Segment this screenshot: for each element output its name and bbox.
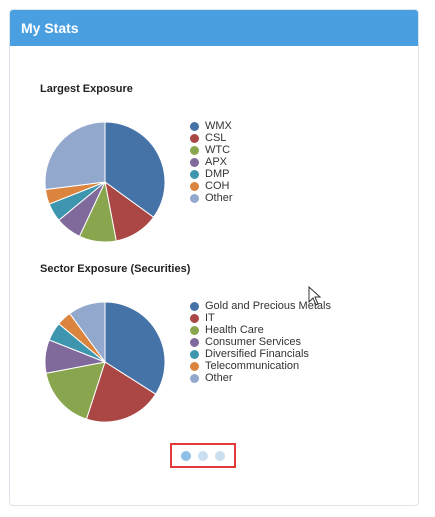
- my-stats-panel: My Stats Largest Exposure WMX CSL WTC APX DM…: [9, 9, 419, 506]
- pager-dot-3[interactable]: [215, 450, 225, 461]
- legend-item[interactable]: Other: [190, 372, 331, 384]
- legend-item[interactable]: APX: [190, 156, 233, 168]
- legend-marker: [190, 157, 199, 167]
- legend-marker: [190, 361, 199, 371]
- legend-marker: [190, 325, 199, 335]
- largest-exposure-legend: WMX CSL WTC APX DMP COH Other: [190, 120, 233, 204]
- pie-slice-other[interactable]: [69, 301, 106, 364]
- legend-item[interactable]: Diversified Financials: [190, 348, 331, 360]
- legend-label: Health Care: [205, 324, 264, 336]
- legend-marker: [190, 145, 199, 155]
- legend-label: DMP: [205, 168, 230, 180]
- legend-marker: [190, 193, 199, 203]
- sector-exposure-legend: Gold and Precious Metals IT Health Care Con…: [190, 300, 331, 384]
- legend-marker: [190, 373, 199, 383]
- sector-exposure-pie-chart: [44, 301, 166, 423]
- legend-label: Other: [205, 372, 233, 384]
- legend-item[interactable]: CSL: [190, 132, 233, 144]
- pager-dot-1[interactable]: [181, 450, 191, 461]
- largest-exposure-pie-chart: [44, 121, 166, 243]
- legend-label: APX: [205, 156, 228, 168]
- legend-item[interactable]: Health Care: [190, 324, 331, 336]
- legend-label: WTC: [205, 144, 231, 156]
- legend-marker: [190, 301, 199, 311]
- legend-item[interactable]: Consumer Services: [190, 336, 331, 348]
- legend-label: Telecommunication: [205, 360, 300, 372]
- panel-title: My Stats: [21, 20, 79, 36]
- panel-header: My Stats: [10, 10, 418, 46]
- legend-marker: [190, 349, 199, 359]
- legend-label: Consumer Services: [205, 336, 301, 348]
- legend-marker: [190, 337, 199, 347]
- legend-item[interactable]: IT: [190, 312, 331, 324]
- chart-title-sector-exposure: Sector Exposure (Securities): [40, 263, 191, 275]
- pie-slice-health-care[interactable]: [45, 361, 106, 420]
- legend-label: CSL: [205, 132, 227, 144]
- legend-label: Other: [205, 192, 233, 204]
- legend-marker: [190, 169, 199, 179]
- legend-label: COH: [205, 180, 230, 192]
- legend-item[interactable]: Other: [190, 192, 233, 204]
- legend-label: WMX: [205, 120, 232, 132]
- legend-marker: [190, 133, 199, 143]
- legend-item[interactable]: DMP: [190, 168, 233, 180]
- pie-slice-other[interactable]: [44, 121, 106, 191]
- legend-item[interactable]: Gold and Precious Metals: [190, 300, 331, 312]
- legend-label: Diversified Financials: [205, 348, 309, 360]
- legend-label: Gold and Precious Metals: [205, 300, 331, 312]
- legend-marker: [190, 181, 199, 191]
- legend-item[interactable]: WTC: [190, 144, 233, 156]
- pie-slice-wmx[interactable]: [104, 121, 166, 218]
- pager-dot-2[interactable]: [198, 450, 208, 461]
- chart-title-largest-exposure: Largest Exposure: [40, 83, 133, 95]
- carousel-pager: [170, 443, 236, 468]
- legend-label: IT: [205, 312, 215, 324]
- legend-item[interactable]: WMX: [190, 120, 233, 132]
- pie-slice-it[interactable]: [85, 361, 157, 423]
- legend-marker: [190, 121, 199, 131]
- legend-item[interactable]: COH: [190, 180, 233, 192]
- legend-item[interactable]: Telecommunication: [190, 360, 331, 372]
- legend-marker: [190, 313, 199, 323]
- mouse-cursor-icon: [308, 286, 322, 306]
